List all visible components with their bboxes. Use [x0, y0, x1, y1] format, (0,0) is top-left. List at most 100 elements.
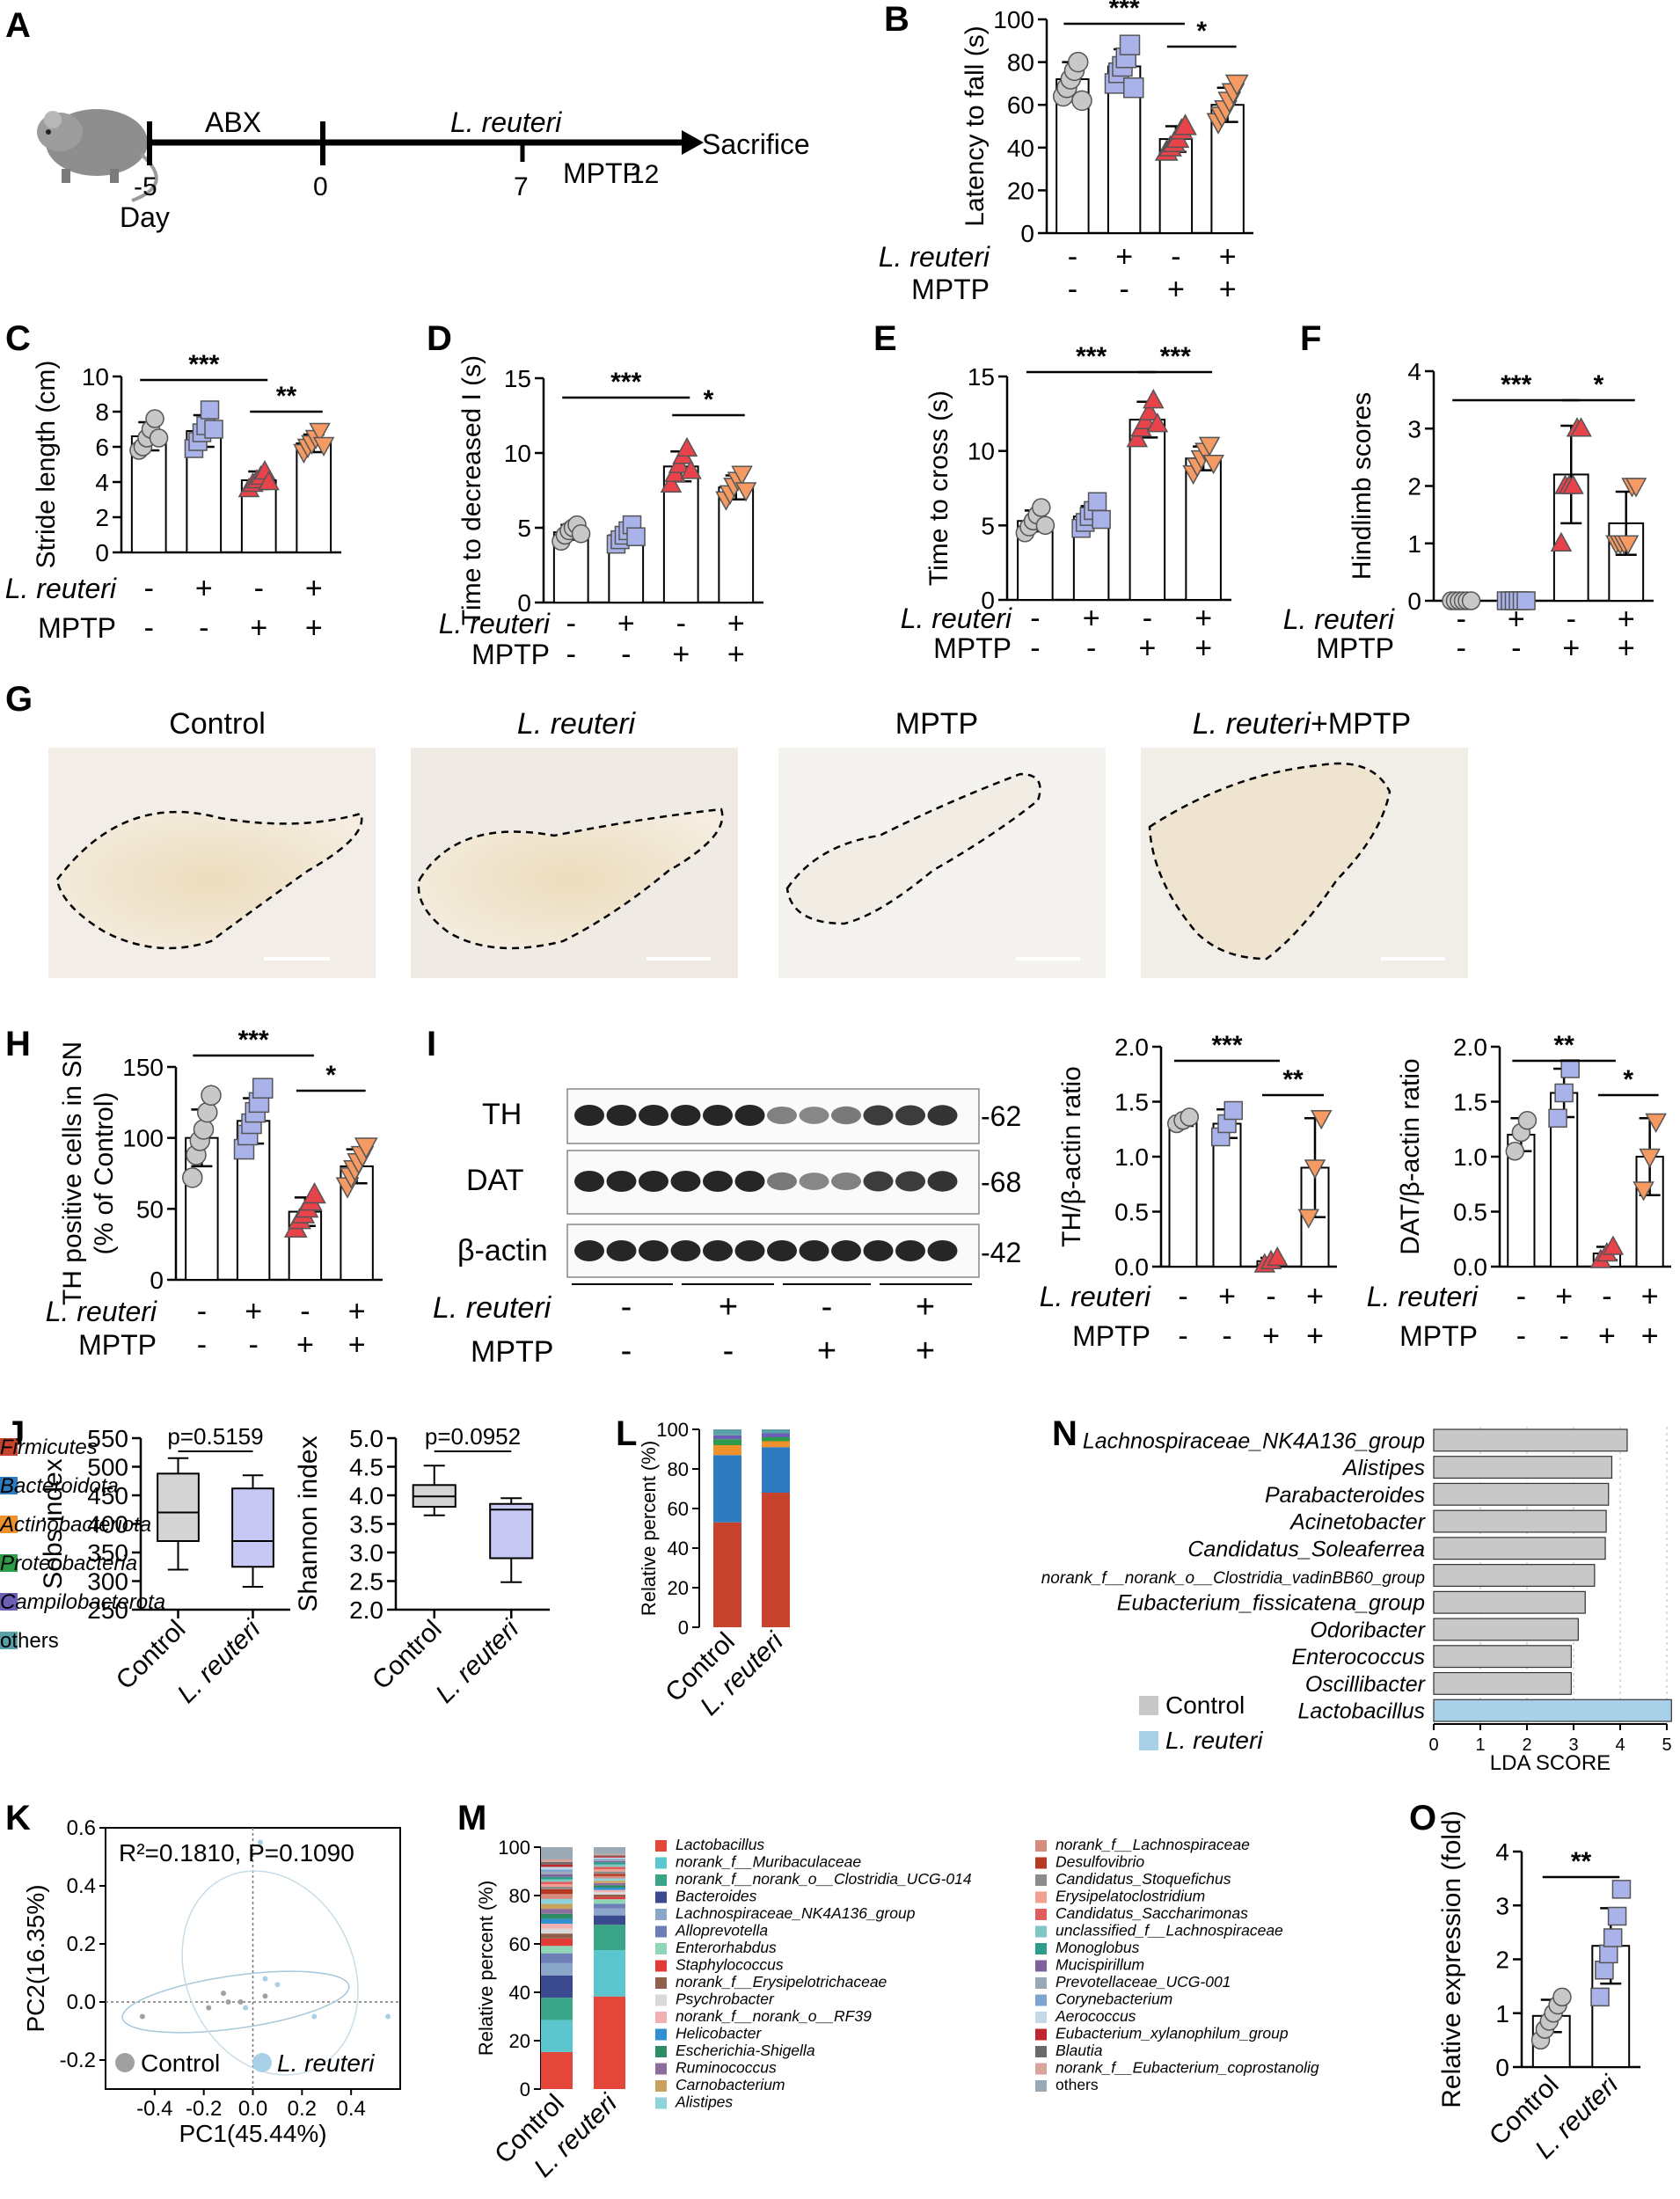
y-tick-label: 0 [981, 587, 995, 614]
data-point [1639, 1148, 1661, 1169]
y-axis-label: DAT/β-actin ratio [1396, 1058, 1425, 1254]
legend-swatch [655, 1891, 667, 1903]
legend-swatch [1035, 2012, 1047, 2023]
data-point [145, 409, 164, 428]
scatter-point [385, 2013, 391, 2020]
legend-swatch [655, 1874, 667, 1886]
stats-annotation: R²=0.1810, P=0.1090 [119, 1839, 354, 1867]
data-point [303, 1181, 326, 1204]
stack-segment [541, 1938, 573, 1947]
legend-swatch [655, 2097, 667, 2109]
stack-segment [594, 1925, 625, 1951]
timeline-label-abx: ABX [205, 106, 261, 138]
y-tick-label: 4.5 [349, 1454, 383, 1481]
significance-label: * [704, 385, 714, 414]
group-sign: + [1219, 273, 1237, 306]
stack-segment [541, 1918, 573, 1924]
legend-label: Eubacterium_xylanophilum_group [1055, 2025, 1289, 2042]
timeline-tick-label-7: 7 [514, 172, 529, 201]
group-sign: + [1194, 602, 1212, 635]
stack-segment [594, 1847, 625, 1854]
stack-segment [541, 1928, 573, 1934]
group-sign: + [1306, 1280, 1324, 1313]
panel-letter-h: H [5, 1025, 31, 1063]
blot-band [767, 1240, 797, 1261]
data-point [1517, 1111, 1538, 1130]
scatter-point [274, 1982, 281, 1988]
group-sign: + [1641, 1319, 1659, 1353]
y-tick-label: 1.5 [1453, 1089, 1487, 1116]
legend-label: Control [141, 2049, 220, 2077]
stack-segment [594, 1894, 625, 1897]
legend-label: Ruminococcus [676, 2059, 777, 2077]
blot-band [703, 1240, 733, 1261]
legend-label: Prevotellaceae_UCG-001 [1055, 1973, 1231, 1991]
y-axis-label: Hindlimb scores [1348, 392, 1377, 580]
legend-label: Bacteroidota [0, 1474, 119, 1498]
data-point [1603, 1928, 1623, 1947]
y-tick-label: 400 [87, 1511, 128, 1538]
y-tick-label: 15 [504, 365, 531, 392]
stack-segment [541, 1867, 573, 1870]
x-tick-label: L. reuteri [430, 1614, 525, 1709]
legend-label: norank_f__Eubacterium_coprostanolig [1055, 2059, 1319, 2077]
stack-segment [713, 1435, 741, 1440]
y-tick-label: 4 [95, 469, 109, 496]
legend-swatch [1035, 1857, 1047, 1869]
x-tick-label: 0 [1428, 1735, 1438, 1755]
stack-segment [594, 1859, 625, 1861]
stack-segment [541, 1884, 573, 1887]
blot-label-dat: DAT [466, 1164, 523, 1197]
stack-segment [713, 1445, 741, 1456]
legend-label: Monoglobus [1055, 1939, 1140, 1956]
y-tick-label: 3 [1495, 1892, 1509, 1919]
y-axis-label: Time to decreased I (s) [457, 355, 486, 625]
stack-segment [713, 1429, 741, 1436]
y-tick-label: 0 [520, 2078, 530, 2100]
y-tick-label: 20 [668, 1577, 689, 1599]
y-tick-label: 0 [678, 1617, 689, 1639]
significance-label: *** [610, 368, 641, 397]
group-row-label-mptp: MPTP [78, 1329, 157, 1361]
panel-letter-o: O [1409, 1799, 1436, 1837]
data-point [1092, 509, 1111, 530]
blot-band [927, 1240, 958, 1261]
group-sign: + [1083, 602, 1100, 635]
stack-segment [541, 1876, 573, 1880]
y-tick-label: 0.0 [1453, 1253, 1487, 1281]
stack-segment [594, 1857, 625, 1859]
y-tick-label: 50 [136, 1195, 164, 1223]
blot-band [927, 1171, 958, 1192]
data-point [731, 465, 753, 486]
data-point [1087, 492, 1107, 511]
blot-band [606, 1240, 637, 1261]
blot-band [831, 1240, 861, 1261]
stack-segment [762, 1441, 790, 1448]
group-sign: + [1555, 1280, 1573, 1313]
legend-label: Escherichia-Shigella [676, 2042, 815, 2059]
scatter-point [262, 1976, 268, 1982]
panel-letter-a: A [5, 6, 31, 45]
legend-label: others [0, 1629, 59, 1653]
significance-label: *** [1160, 342, 1191, 371]
blot-sign-reuteri-2: + [719, 1289, 738, 1326]
legend-swatch [1035, 1840, 1047, 1852]
stack-segment [594, 1853, 625, 1856]
group-row-label-reuteri: L. reuteri [879, 241, 990, 273]
legend-label: norank_f__Erysipelotrichaceae [676, 1973, 887, 1991]
data-point [1548, 1108, 1567, 1128]
legend-swatch [0, 1477, 18, 1494]
stack-segment [594, 1888, 625, 1890]
legend-swatch [0, 1593, 18, 1611]
data-point [1461, 591, 1481, 610]
data-point [1633, 1181, 1654, 1202]
y-tick-label: 40 [668, 1538, 689, 1560]
lda-category-label: Acinetobacter [1289, 1510, 1427, 1535]
blot-band [574, 1171, 604, 1192]
stack-segment [594, 1864, 625, 1867]
group-sign: - [1567, 603, 1576, 636]
legend-swatch [655, 1840, 667, 1852]
